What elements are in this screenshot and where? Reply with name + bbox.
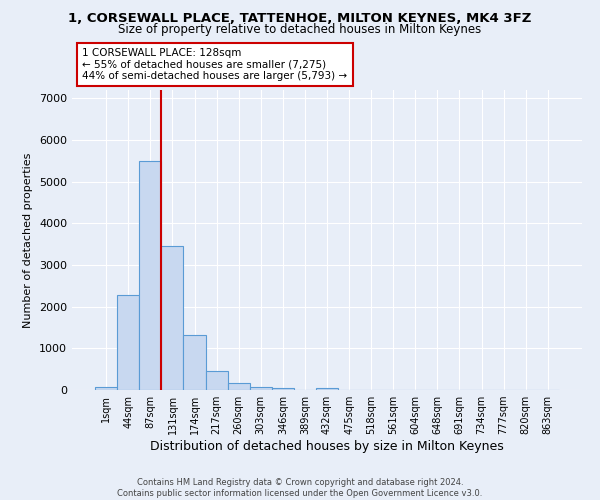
Bar xyxy=(272,388,294,390)
Bar xyxy=(316,388,338,390)
Bar xyxy=(95,387,117,390)
X-axis label: Distribution of detached houses by size in Milton Keynes: Distribution of detached houses by size … xyxy=(150,440,504,453)
Bar xyxy=(250,387,272,390)
Bar xyxy=(117,296,139,390)
Text: 1 CORSEWALL PLACE: 128sqm
← 55% of detached houses are smaller (7,275)
44% of se: 1 CORSEWALL PLACE: 128sqm ← 55% of detac… xyxy=(82,48,347,81)
Text: 1, CORSEWALL PLACE, TATTENHOE, MILTON KEYNES, MK4 3FZ: 1, CORSEWALL PLACE, TATTENHOE, MILTON KE… xyxy=(68,12,532,26)
Bar xyxy=(206,371,227,390)
Bar xyxy=(227,384,250,390)
Y-axis label: Number of detached properties: Number of detached properties xyxy=(23,152,34,328)
Text: Size of property relative to detached houses in Milton Keynes: Size of property relative to detached ho… xyxy=(118,22,482,36)
Bar xyxy=(184,336,206,390)
Bar xyxy=(139,161,161,390)
Text: Contains HM Land Registry data © Crown copyright and database right 2024.
Contai: Contains HM Land Registry data © Crown c… xyxy=(118,478,482,498)
Bar xyxy=(161,246,184,390)
